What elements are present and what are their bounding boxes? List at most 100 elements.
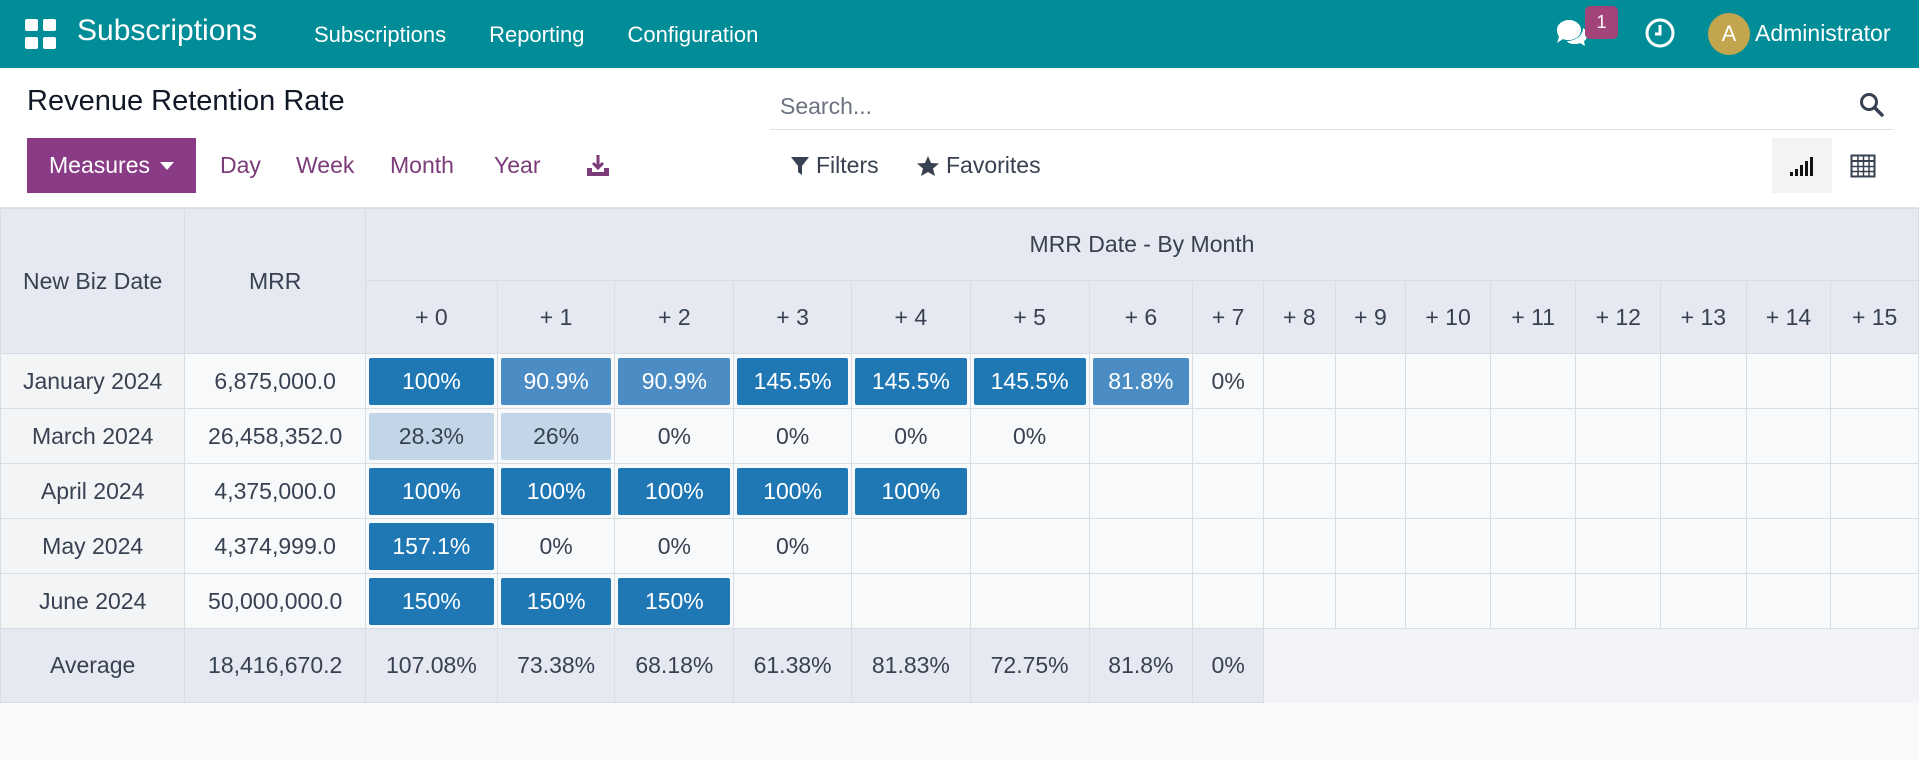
row-label: January 2024: [0, 353, 186, 409]
interval-week[interactable]: Week: [296, 152, 355, 178]
download-icon[interactable]: [585, 153, 611, 179]
table-cell: [969, 518, 1090, 574]
row-label: March 2024: [0, 408, 186, 464]
table-row: April 2024 4,375,000.0 100% 100% 100% 100% 100…: [0, 463, 1919, 519]
table-cell[interactable]: 100%: [365, 353, 498, 409]
table-cell[interactable]: 150%: [614, 573, 735, 629]
column-header: + 0: [365, 280, 498, 354]
table-cell[interactable]: 157.1%: [365, 518, 498, 574]
cohort-table: New Biz Date MRR MRR Date - By Month + 0…: [0, 208, 1919, 703]
table-cell[interactable]: 145.5%: [733, 353, 852, 409]
search-bar: [770, 82, 1893, 130]
table-cell: [1405, 518, 1491, 574]
table-row: June 2024 50,000,000.0 150% 150% 150%: [0, 573, 1919, 629]
average-cell: 68.18%: [614, 628, 735, 703]
average-cell: 61.38%: [733, 628, 852, 703]
activity-clock-icon[interactable]: [1644, 17, 1676, 49]
table-cell[interactable]: 0%: [614, 518, 735, 574]
menu-item-configuration[interactable]: Configuration: [627, 22, 759, 47]
retention-value: 150%: [618, 577, 731, 625]
row-label: April 2024: [0, 463, 186, 519]
table-cell: [1830, 463, 1919, 519]
cohort-view-button[interactable]: [1772, 138, 1832, 193]
table-cell: [1830, 518, 1919, 574]
table-cell[interactable]: 145.5%: [969, 353, 1090, 409]
column-header: + 6: [1088, 280, 1194, 354]
table-cell: [1088, 408, 1194, 464]
interval-month[interactable]: Month: [390, 152, 454, 178]
retention-value: 100%: [500, 467, 612, 515]
user-name[interactable]: Administrator: [1755, 20, 1891, 46]
table-cell[interactable]: 100%: [733, 463, 852, 519]
filter-icon: [791, 156, 809, 175]
menu-item-reporting[interactable]: Reporting: [489, 22, 585, 47]
table-cell[interactable]: 0%: [733, 408, 852, 464]
table-cell: [1334, 353, 1407, 409]
interval-day[interactable]: Day: [220, 152, 261, 178]
table-cell: [1334, 463, 1407, 519]
column-header: + 11: [1489, 280, 1577, 354]
table-cell[interactable]: 90.9%: [496, 353, 616, 409]
column-header: + 14: [1745, 280, 1832, 354]
retention-value: 145.5%: [973, 357, 1086, 405]
table-cell[interactable]: 100%: [496, 463, 616, 519]
table-cell[interactable]: 150%: [365, 573, 498, 629]
app-brand[interactable]: Subscriptions: [77, 14, 258, 47]
retention-value: 100%: [369, 357, 494, 405]
table-cell: [1745, 353, 1832, 409]
table-cell: [969, 573, 1090, 629]
column-header: + 10: [1405, 280, 1491, 354]
table-cell: [1405, 408, 1491, 464]
app-menu-icon[interactable]: [25, 19, 57, 49]
table-cell[interactable]: 81.8%: [1088, 353, 1194, 409]
table-cell[interactable]: 100%: [850, 463, 971, 519]
table-cell[interactable]: 0%: [1192, 353, 1265, 409]
table-cell[interactable]: 28.3%: [365, 408, 498, 464]
table-grid-icon: [1850, 154, 1876, 177]
table-cell: [1660, 518, 1747, 574]
row-label: May 2024: [0, 518, 186, 574]
search-input[interactable]: [780, 90, 1830, 122]
retention-value: 145.5%: [737, 357, 848, 405]
average-cell: 107.08%: [365, 628, 498, 703]
table-cell: [969, 463, 1090, 519]
table-cell: [1088, 463, 1194, 519]
table-cell: [850, 518, 971, 574]
table-cell[interactable]: 26%: [496, 408, 616, 464]
table-cell[interactable]: 100%: [614, 463, 735, 519]
table-cell: [1575, 463, 1662, 519]
retention-value: 150%: [369, 577, 494, 625]
table-cell: [1830, 353, 1919, 409]
column-header: + 1: [496, 280, 616, 354]
table-cell[interactable]: 0%: [614, 408, 735, 464]
messages-icon[interactable]: [1553, 18, 1589, 48]
table-cell[interactable]: 0%: [733, 518, 852, 574]
table-cell[interactable]: 100%: [365, 463, 498, 519]
table-cell[interactable]: 0%: [969, 408, 1090, 464]
table-cell: [1745, 463, 1832, 519]
table-cell[interactable]: 145.5%: [850, 353, 971, 409]
filters-button[interactable]: Filters: [790, 152, 879, 179]
measures-button[interactable]: Measures: [27, 138, 196, 193]
table-cell[interactable]: 150%: [496, 573, 616, 629]
table-cell: [850, 573, 971, 629]
retention-value: 145.5%: [854, 357, 967, 405]
table-cell[interactable]: 0%: [496, 518, 616, 574]
column-header: + 12: [1575, 280, 1662, 354]
measure-header: MRR: [184, 208, 367, 354]
interval-year[interactable]: Year: [494, 152, 541, 178]
average-mrr: 18,416,670.2: [184, 628, 367, 703]
table-cell[interactable]: 0%: [850, 408, 971, 464]
search-icon[interactable]: [1859, 92, 1885, 118]
favorites-button[interactable]: Favorites: [916, 152, 1041, 179]
column-header: + 3: [733, 280, 852, 354]
table-row: January 2024 6,875,000.0 100% 90.9% 90.9% 145…: [0, 353, 1919, 409]
table-cell: [1088, 573, 1194, 629]
pivot-view-button[interactable]: [1838, 138, 1888, 193]
menu-item-subscriptions[interactable]: Subscriptions: [314, 22, 447, 47]
table-cell: [1405, 353, 1491, 409]
user-avatar[interactable]: A: [1708, 13, 1750, 55]
retention-value: 26%: [500, 412, 612, 460]
table-cell: [1575, 573, 1662, 629]
table-cell[interactable]: 90.9%: [614, 353, 735, 409]
